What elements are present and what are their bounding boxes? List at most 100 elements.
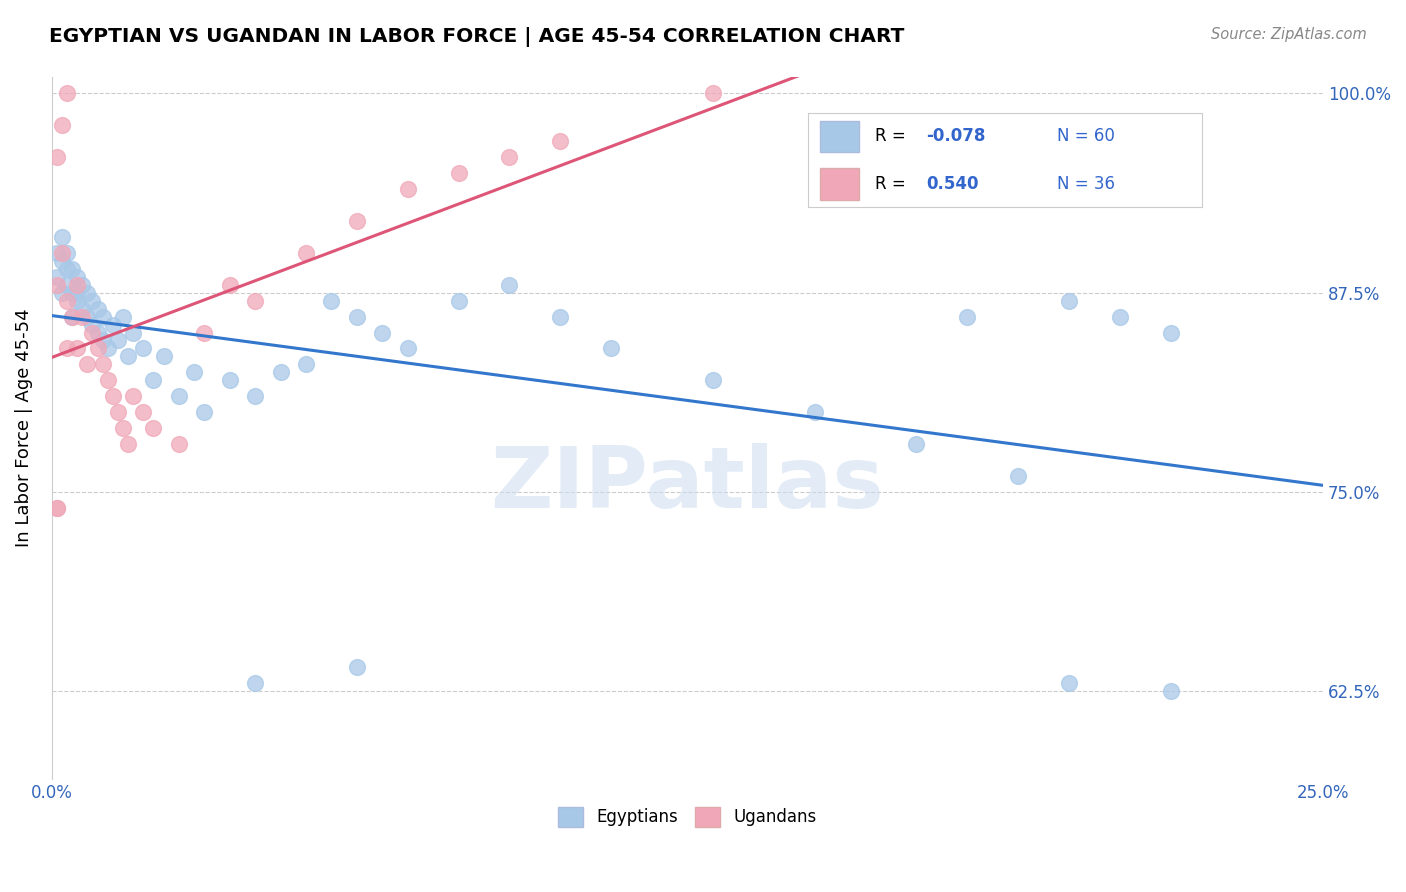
Point <box>51 285 73 300</box>
Point <box>132 405 155 419</box>
Point <box>498 150 520 164</box>
Point <box>56 245 79 260</box>
Point <box>447 166 470 180</box>
Point <box>72 277 94 292</box>
Point <box>905 437 928 451</box>
Point <box>51 253 73 268</box>
Point <box>45 500 67 515</box>
Point <box>86 326 108 340</box>
Point <box>167 389 190 403</box>
Point <box>498 277 520 292</box>
Point <box>1108 310 1130 324</box>
Point <box>45 245 67 260</box>
Point <box>72 310 94 324</box>
Point <box>56 261 79 276</box>
Point <box>1057 676 1080 690</box>
Point <box>1007 469 1029 483</box>
Point <box>1057 293 1080 308</box>
Point <box>270 365 292 379</box>
Point <box>1160 326 1182 340</box>
Point <box>117 350 139 364</box>
Point <box>82 293 104 308</box>
Point <box>76 358 98 372</box>
Point <box>803 405 825 419</box>
Point <box>76 285 98 300</box>
Point <box>193 405 215 419</box>
Point <box>396 182 419 196</box>
Point <box>243 293 266 308</box>
Point <box>86 342 108 356</box>
Point <box>66 285 89 300</box>
Point <box>51 245 73 260</box>
Point <box>142 373 165 387</box>
Point <box>218 373 240 387</box>
Point <box>101 389 124 403</box>
Point <box>45 150 67 164</box>
Point <box>243 676 266 690</box>
Point <box>91 334 114 348</box>
Point <box>122 326 145 340</box>
Point <box>396 342 419 356</box>
Point <box>86 301 108 316</box>
Point <box>51 118 73 132</box>
Point <box>117 437 139 451</box>
Point <box>107 405 129 419</box>
Point <box>152 350 174 364</box>
Point <box>76 310 98 324</box>
Point <box>66 269 89 284</box>
Point <box>321 293 343 308</box>
Point <box>122 389 145 403</box>
Point <box>82 326 104 340</box>
Point <box>91 358 114 372</box>
Point <box>218 277 240 292</box>
Point <box>107 334 129 348</box>
Point <box>550 134 572 148</box>
Point <box>132 342 155 356</box>
Point <box>91 310 114 324</box>
Point <box>60 310 83 324</box>
Point <box>72 301 94 316</box>
Point <box>346 310 368 324</box>
Point <box>702 87 724 101</box>
Text: Source: ZipAtlas.com: Source: ZipAtlas.com <box>1211 27 1367 42</box>
Point <box>66 277 89 292</box>
Point <box>66 342 89 356</box>
Point <box>243 389 266 403</box>
Point <box>56 293 79 308</box>
Point <box>956 310 979 324</box>
Point <box>371 326 394 340</box>
Point <box>60 285 83 300</box>
Point <box>600 342 623 356</box>
Point <box>447 293 470 308</box>
Point <box>45 277 67 292</box>
Point <box>1160 684 1182 698</box>
Legend: Egyptians, Ugandans: Egyptians, Ugandans <box>551 800 824 834</box>
Point <box>82 318 104 332</box>
Point <box>193 326 215 340</box>
Point <box>111 421 134 435</box>
Point <box>142 421 165 435</box>
Point <box>56 277 79 292</box>
Point <box>45 269 67 284</box>
Point <box>346 660 368 674</box>
Point <box>97 342 120 356</box>
Point <box>101 318 124 332</box>
Point <box>550 310 572 324</box>
Point <box>295 245 318 260</box>
Point <box>111 310 134 324</box>
Text: EGYPTIAN VS UGANDAN IN LABOR FORCE | AGE 45-54 CORRELATION CHART: EGYPTIAN VS UGANDAN IN LABOR FORCE | AGE… <box>49 27 904 46</box>
Point <box>56 342 79 356</box>
Point <box>60 261 83 276</box>
Point <box>167 437 190 451</box>
Point <box>60 310 83 324</box>
Point <box>702 373 724 387</box>
Point <box>45 500 67 515</box>
Point <box>346 214 368 228</box>
Point <box>56 87 79 101</box>
Point <box>295 358 318 372</box>
Point <box>97 373 120 387</box>
Point <box>51 230 73 244</box>
Y-axis label: In Labor Force | Age 45-54: In Labor Force | Age 45-54 <box>15 309 32 548</box>
Point <box>66 293 89 308</box>
Point <box>183 365 205 379</box>
